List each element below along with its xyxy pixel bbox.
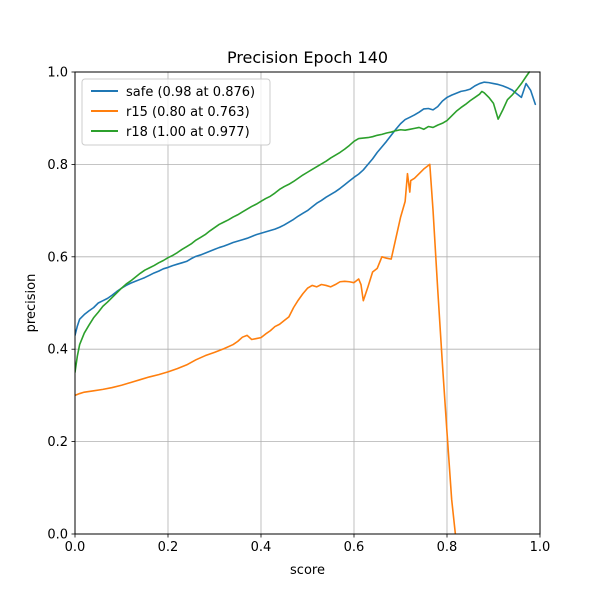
y-tick-label: 1.0 [47,66,68,81]
x-tick-label: 0.0 [65,540,86,555]
legend-box [81,78,271,146]
series-lines [75,71,537,534]
series-line-safe [75,81,537,337]
series-line-r18 [75,71,531,374]
x-tick-label: 0.4 [251,540,272,555]
series-line-r15 [75,163,457,534]
legend: safe (0.98 at 0.876) r15 (0.80 at 0.763)… [81,78,271,146]
ticks: 0.0 0.2 0.4 0.6 0.8 1.0 0.0 0.2 0.4 0.6 0.8 1.0 [47,66,550,556]
grid [74,71,541,535]
x-tick-label: 0.8 [437,540,458,555]
y-tick-label: 0.0 [47,528,68,543]
x-tick-label: 0.2 [158,540,179,555]
y-tick-label: 0.6 [47,250,68,265]
x-tick-label: 0.6 [344,540,365,555]
axes-frame [74,71,541,535]
x-tick-label: 1.0 [530,540,551,555]
y-tick-label: 0.8 [47,158,68,173]
legend-label-r15: r15 (0.80 at 0.763) [126,105,250,120]
y-tick-label: 0.4 [47,343,68,358]
legend-label-r18: r18 (1.00 at 0.977) [126,125,250,140]
y-axis-label: precision [24,274,39,333]
x-axis-label: score [290,563,325,578]
chart-title: Precision Epoch 140 [227,48,388,67]
y-tick-label: 0.2 [47,435,68,450]
legend-label-safe: safe (0.98 at 0.876) [126,85,255,100]
